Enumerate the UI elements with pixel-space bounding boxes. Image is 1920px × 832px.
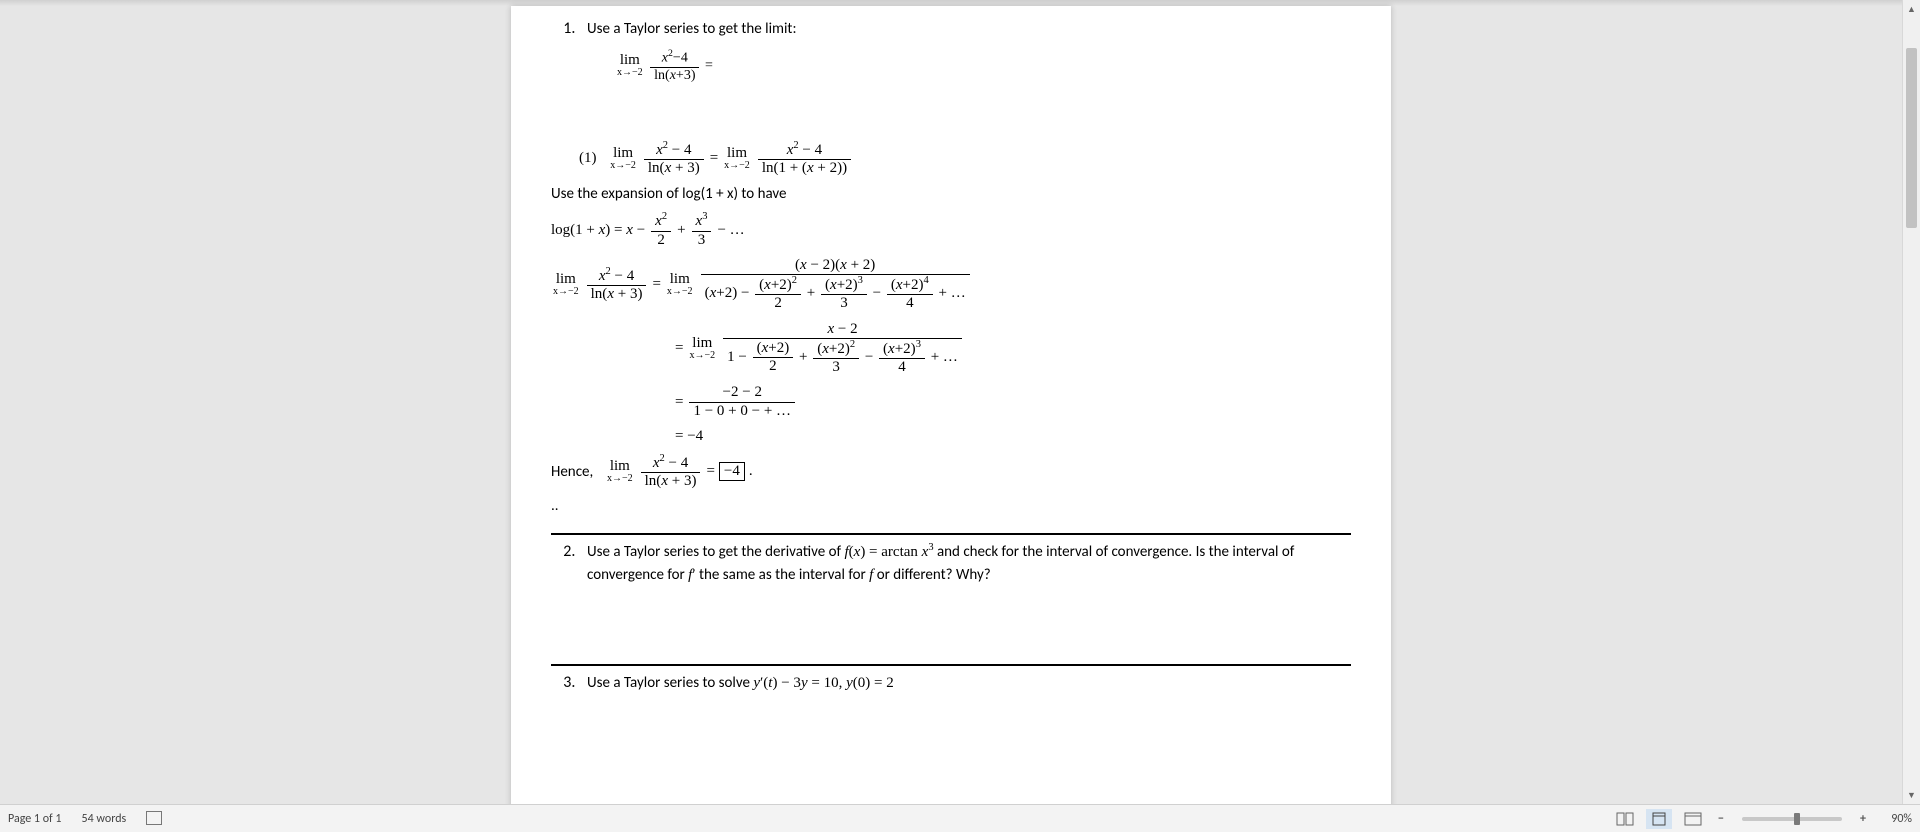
problem-list-2: Use a Taylor series to get the derivativ… xyxy=(551,541,1351,586)
divider-1 xyxy=(551,533,1351,535)
page-indicator[interactable]: Page 1 of 1 xyxy=(8,812,62,826)
expansion-text: Use the expansion of log(1 + x) to have xyxy=(551,185,1351,203)
scroll-down-arrow[interactable]: ▼ xyxy=(1903,786,1920,804)
trailing-dots: .. xyxy=(551,498,1351,515)
read-mode-icon[interactable] xyxy=(1612,809,1638,829)
step-2: lim x→−2 x2 − 4 ln(x + 3) = lim x→−2 (x … xyxy=(551,257,1351,313)
hence-line: Hence, lim x→−2 x2 − 4 ln(x + 3) = −4. xyxy=(551,453,1351,491)
print-layout-icon[interactable] xyxy=(1646,809,1672,829)
zoom-slider-handle[interactable] xyxy=(1794,813,1800,825)
document-page: Use a Taylor series to get the limit: li… xyxy=(511,6,1391,804)
zoom-level[interactable]: 90% xyxy=(1878,812,1912,826)
problem-1-limit: lim x→−2 x2−4 ln(x+3) = xyxy=(615,48,1351,84)
step-5: = −4 xyxy=(675,428,1351,445)
step-1: (1) lim x→−2 x2 − 4 ln(x + 3) = lim x→−2… xyxy=(579,140,1351,178)
zoom-slider[interactable] xyxy=(1742,817,1842,821)
divider-2 xyxy=(551,664,1351,666)
problem-1-title: Use a Taylor series to get the limit: xyxy=(587,19,1351,40)
word-count[interactable]: 54 words xyxy=(82,812,127,826)
zoom-out-button[interactable]: − xyxy=(1714,812,1728,826)
scroll-thumb[interactable] xyxy=(1906,48,1917,228)
scroll-track[interactable] xyxy=(1903,18,1920,786)
proofing-icon[interactable] xyxy=(146,811,162,827)
problem-1: Use a Taylor series to get the limit: li… xyxy=(579,18,1351,84)
step-3: = lim x→−2 x − 2 1 − (x+2)2 + (x+2)23 − … xyxy=(675,321,1351,377)
status-bar: Page 1 of 1 54 words − + 90% xyxy=(0,804,1920,832)
problem-list: Use a Taylor series to get the limit: li… xyxy=(551,18,1351,84)
scroll-up-arrow[interactable]: ▲ xyxy=(1903,0,1920,18)
vertical-scrollbar[interactable]: ▲ ▼ xyxy=(1902,0,1920,804)
problem-2: Use a Taylor series to get the derivativ… xyxy=(579,541,1351,586)
step-4: = −2 − 2 1 − 0 + 0 − + … xyxy=(675,384,1351,420)
problem-list-3: Use a Taylor series to solve y′(t) − 3y … xyxy=(551,672,1351,694)
web-layout-icon[interactable] xyxy=(1680,809,1706,829)
zoom-in-button[interactable]: + xyxy=(1856,812,1870,826)
log-series: log(1 + x) = x − x22 + x33 − … xyxy=(551,211,1351,249)
problem-3: Use a Taylor series to solve y′(t) − 3y … xyxy=(579,672,1351,694)
document-canvas: Use a Taylor series to get the limit: li… xyxy=(0,0,1902,804)
